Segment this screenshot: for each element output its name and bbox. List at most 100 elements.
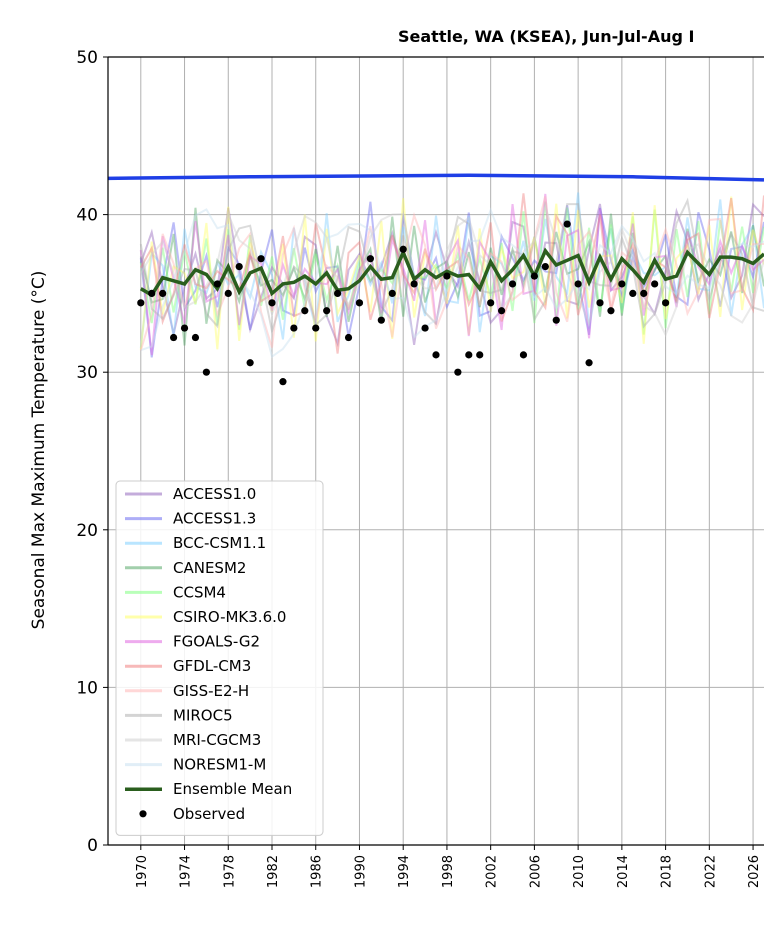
observed-point — [410, 280, 418, 288]
observed-point — [268, 299, 276, 307]
x-tick-label: 1990 — [353, 855, 368, 888]
observed-point — [596, 299, 604, 307]
observed-point — [465, 351, 473, 359]
observed-point — [148, 289, 156, 297]
y-tick-label: 20 — [76, 521, 98, 541]
observed-point — [137, 299, 145, 307]
x-tick-label: 2026 — [747, 855, 762, 888]
observed-point — [530, 272, 539, 280]
observed-point — [421, 324, 429, 332]
grid — [108, 57, 764, 845]
observed-point — [224, 289, 232, 297]
legend-swatch — [139, 810, 147, 818]
observed-point — [344, 333, 353, 342]
y-tick-label: 40 — [76, 206, 98, 226]
chart-title: Seattle, WA (KSEA), Jun-Jul-Aug I — [398, 27, 694, 46]
observed-point — [170, 333, 178, 342]
observed-point — [629, 289, 637, 297]
legend-label: Ensemble Mean — [173, 780, 292, 798]
observed-point — [585, 359, 593, 367]
legend-label: CSIRO-MK3.6.0 — [173, 608, 286, 626]
x-tick-label: 2022 — [703, 855, 718, 888]
observed-point — [366, 255, 374, 263]
observed-point — [432, 351, 440, 359]
model-series-line — [139, 201, 764, 358]
observed-point — [476, 351, 484, 359]
x-tick-label: 1974 — [179, 855, 194, 888]
observed-point — [640, 289, 648, 297]
legend-label: CCSM4 — [173, 583, 226, 601]
x-tick-label: 2002 — [485, 855, 500, 888]
observed-point — [508, 280, 517, 288]
observed-point — [498, 307, 506, 315]
observed-point — [257, 255, 265, 263]
observed-point — [235, 263, 243, 271]
y-tick-label: 10 — [76, 678, 98, 698]
x-tick-label: 1986 — [310, 855, 325, 888]
x-tick-label: 1998 — [441, 855, 456, 888]
observed-point — [323, 307, 331, 315]
observed-point — [454, 368, 462, 376]
legend-label: Observed — [173, 805, 245, 823]
model-series-line — [139, 193, 764, 354]
observed-point — [279, 378, 287, 386]
x-tick-label: 2018 — [660, 855, 675, 888]
observed-point — [388, 289, 396, 297]
legend-label: BCC-CSM1.1 — [173, 534, 266, 552]
legend-label: FGOALS-G2 — [173, 633, 260, 651]
observed-point — [563, 220, 571, 228]
legend-box — [115, 480, 324, 836]
x-tick-label: 1978 — [222, 855, 237, 888]
observed-point — [607, 307, 615, 315]
model-series-line — [139, 196, 764, 350]
observed-point — [191, 333, 200, 342]
observed-point — [180, 324, 189, 332]
observed-point — [334, 289, 342, 297]
legend-label: GFDL-CM3 — [173, 657, 251, 675]
legend-label: GISS-E2-H — [173, 682, 249, 700]
observed-point — [301, 307, 309, 315]
threshold-line — [107, 173, 764, 182]
observed-point — [618, 280, 626, 288]
x-tick-label: 1994 — [397, 855, 412, 888]
model-series-line — [139, 202, 764, 348]
axes: 1970 1974 1978 1982 1986 1990 1994 1998 2002 2006… — [76, 48, 764, 888]
model-series-line — [139, 197, 764, 336]
ensemble-mean-group — [139, 247, 764, 298]
observed-points-group — [137, 220, 670, 386]
y-tick-label: 30 — [76, 363, 98, 383]
legend-label: CANESM2 — [173, 559, 246, 577]
observed-point — [662, 299, 670, 307]
observed-point — [377, 316, 385, 324]
observed-point — [399, 245, 407, 253]
observed-point — [574, 280, 582, 288]
y-tick-label: 50 — [76, 48, 98, 68]
model-series-line — [139, 193, 764, 356]
observed-point — [290, 324, 298, 332]
model-series-line — [139, 207, 764, 346]
ensemble-mean-line — [139, 247, 764, 298]
y-tick-label: 0 — [87, 836, 98, 856]
observed-point — [312, 324, 320, 332]
threshold-line-group — [107, 173, 764, 182]
legend-label: ACCESS1.3 — [173, 510, 256, 528]
x-tick-label: 1982 — [266, 855, 281, 888]
observed-point — [487, 299, 495, 307]
observed-point — [202, 368, 210, 376]
observed-point — [355, 299, 364, 307]
x-tick-label: 2010 — [572, 855, 587, 888]
x-tick-label: 2006 — [528, 855, 543, 888]
observed-point — [246, 359, 254, 367]
y-axis-label: Seasonal Max Maximum Temperature (°C) — [29, 271, 49, 630]
x-tick-label: 1970 — [135, 855, 150, 888]
model-series-line — [139, 203, 764, 338]
observed-point — [443, 272, 451, 280]
observed-point — [651, 280, 659, 288]
legend-label: ACCESS1.0 — [173, 485, 256, 503]
observed-point — [552, 316, 560, 324]
observed-point — [159, 289, 167, 297]
legend: ACCESS1.0 ACCESS1.3 BCC-CSM1.1 CANESM2 CCSM4… — [115, 480, 324, 836]
x-tick-label: 2014 — [616, 855, 631, 888]
legend-label: NORESM1-M — [173, 756, 266, 774]
